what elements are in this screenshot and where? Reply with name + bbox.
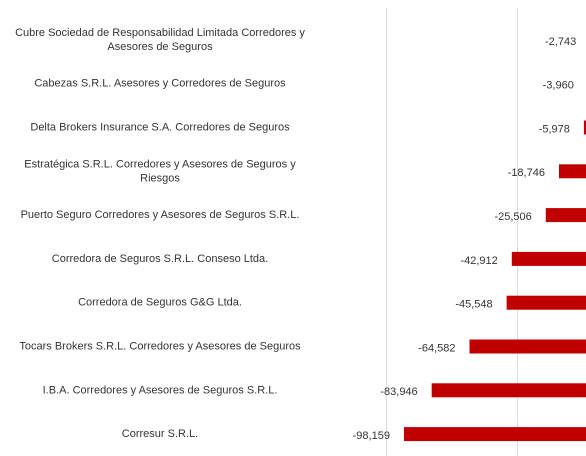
category-label: I.B.A. Corredores y Asesores de Seguros … bbox=[43, 384, 278, 396]
data-label: -2,743 bbox=[545, 36, 576, 48]
category-label: Puerto Seguro Corredores y Asesores de S… bbox=[21, 209, 300, 221]
data-label: -3,960 bbox=[543, 80, 574, 92]
data-label: -25,506 bbox=[494, 211, 531, 223]
bar bbox=[403, 427, 586, 442]
category-label: Corredora de Seguros S.R.L. Conseso Ltda… bbox=[52, 253, 268, 265]
data-label: -98,159 bbox=[353, 430, 390, 442]
category-label: Delta Brokers Insurance S.A. Corredores … bbox=[30, 121, 290, 133]
data-label: -45,548 bbox=[455, 299, 492, 311]
data-label: -18,746 bbox=[508, 167, 545, 179]
bar bbox=[506, 295, 586, 310]
bar bbox=[558, 164, 586, 179]
category-label: Cubre Sociedad de Responsabilidad Limita… bbox=[15, 27, 305, 53]
bar bbox=[511, 251, 586, 266]
data-label: -83,946 bbox=[380, 386, 417, 398]
category-label: Estratégica S.R.L. Corredores y Asesores… bbox=[24, 158, 296, 184]
bar bbox=[583, 120, 586, 135]
category-label: Corredora de Seguros G&G Ltda. bbox=[78, 297, 242, 309]
bar bbox=[545, 208, 586, 223]
data-label: -5,978 bbox=[539, 123, 570, 135]
bar bbox=[469, 339, 586, 354]
data-label: -64,582 bbox=[418, 342, 455, 354]
category-label: Tocars Brokers S.R.L. Corredores y Aseso… bbox=[19, 340, 301, 352]
bar bbox=[431, 383, 586, 398]
category-label: Corresur S.R.L. bbox=[122, 428, 198, 440]
data-label: -42,912 bbox=[460, 255, 497, 267]
category-label: Cabezas S.R.L. Asesores y Corredores de … bbox=[34, 78, 286, 90]
